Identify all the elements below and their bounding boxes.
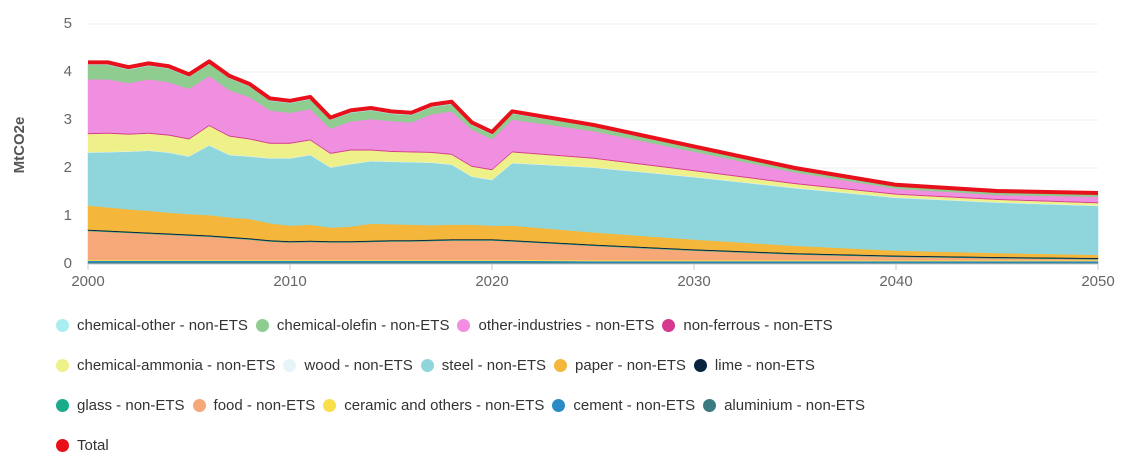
areas [87, 61, 1099, 265]
legend-label: other-industries - non-ETS [478, 316, 655, 334]
legend-item[interactable]: cement - non-ETS [552, 394, 695, 416]
y-tick-label: 4 [64, 63, 72, 80]
legend-label: non-ferrous - non-ETS [683, 316, 833, 334]
legend-label: chemical-ammonia - non-ETS [77, 356, 276, 374]
legend-item[interactable]: ceramic and others - non-ETS [323, 394, 544, 416]
legend-marker [662, 318, 676, 332]
legend-marker [420, 358, 434, 372]
y-tick-label: 0 [64, 255, 72, 272]
legend-label: food - non-ETS [213, 396, 316, 414]
legend-marker [552, 398, 566, 412]
legend-item[interactable]: Total [56, 434, 109, 456]
legend-marker [457, 318, 471, 332]
legend-marker [56, 318, 69, 332]
legend-item[interactable]: non-ferrous - non-ETS [662, 314, 833, 336]
legend-label: cement - non-ETS [573, 396, 696, 414]
legend-marker [192, 398, 206, 412]
legend-item[interactable]: chemical-ammonia - non-ETS [56, 354, 275, 376]
legend-marker [56, 398, 69, 412]
legend-label: paper - non-ETS [575, 356, 686, 374]
chart: MtCO2e 0 1 2 3 4 5 2000 2010 2020 2030 2040 2050 [11, 15, 1115, 290]
legend-item[interactable]: chemical-olefin - non-ETS [255, 314, 450, 336]
y-tick-label: 1 [64, 207, 72, 224]
legend-label: steel - non-ETS [441, 356, 547, 374]
legend-label: glass - non-ETS [77, 396, 185, 414]
legend-item[interactable]: aluminium - non-ETS [703, 394, 865, 416]
x-tick-label: 2010 [273, 273, 306, 290]
x-tick-label: 2040 [879, 273, 912, 290]
y-tick-label: 2 [64, 159, 72, 176]
legend-marker [56, 438, 69, 452]
legend-marker [703, 398, 717, 412]
legend-item[interactable]: other-industries - non-ETS [457, 314, 654, 336]
legend-label: chemical-other - non-ETS [77, 316, 248, 334]
legend-marker [283, 358, 297, 372]
legend-label: chemical-olefin - non-ETS [276, 316, 450, 334]
y-tick-label: 3 [64, 111, 72, 128]
legend-label: Total [77, 436, 109, 454]
page: MtCO2e 0 1 2 3 4 5 2000 2010 2020 2030 2040 2050 ch… [10, 14, 1115, 454]
legend-item[interactable]: lime - non-ETS [693, 354, 815, 376]
legend-item[interactable]: paper - non-ETS [554, 354, 686, 376]
y-tick-label: 5 [64, 15, 72, 32]
legend-item[interactable]: food - non-ETS [192, 394, 316, 416]
legend-item[interactable]: wood - non-ETS [283, 354, 413, 376]
x-tick-label: 2030 [677, 273, 710, 290]
legend-label: aluminium - non-ETS [724, 396, 865, 414]
legend-marker [693, 358, 707, 372]
legend: chemical-other - non-ETS chemical-olefin … [56, 314, 1056, 456]
x-tick-label: 2050 [1081, 273, 1114, 290]
legend-marker [323, 398, 337, 412]
x-tick-label: 2020 [475, 273, 508, 290]
legend-marker [554, 358, 568, 372]
legend-item[interactable]: glass - non-ETS [56, 394, 185, 416]
legend-label: wood - non-ETS [304, 356, 413, 374]
y-axis-label: MtCO2e [11, 117, 28, 174]
legend-marker [56, 358, 69, 372]
x-tick-label: 2000 [71, 273, 104, 290]
line [88, 59, 1099, 195]
legend-label: lime - non-ETS [714, 356, 815, 374]
legend-label: ceramic and others - non-ETS [344, 396, 545, 414]
legend-item[interactable]: steel - non-ETS [420, 354, 547, 376]
legend-item[interactable]: chemical-other - non-ETS [56, 314, 248, 336]
legend-marker [255, 318, 269, 332]
